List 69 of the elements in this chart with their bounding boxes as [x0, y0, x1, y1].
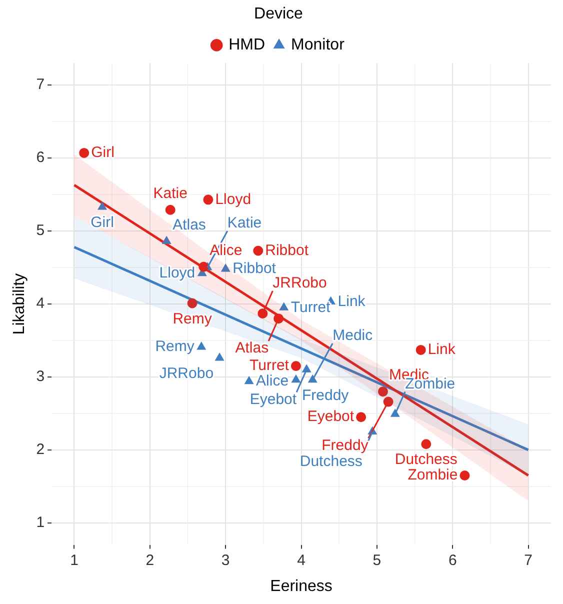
y-axis-title: Likability: [11, 273, 28, 335]
data-label: Ribbot: [265, 242, 310, 259]
y-tick-label: 7: [36, 76, 45, 94]
point: [165, 204, 176, 215]
data-label: Lloyd: [159, 264, 196, 282]
data-label: Atlas: [172, 216, 206, 234]
y-tick-label: 5: [36, 222, 45, 240]
point: [253, 246, 264, 256]
data-label: Katie: [153, 185, 188, 202]
point: [221, 264, 230, 272]
data-label: Lloyd: [215, 190, 252, 208]
data-label: Medic: [332, 327, 374, 344]
legend-title: Device: [254, 5, 304, 22]
data-label: Remy: [155, 338, 195, 356]
data-label: Eyebot: [307, 408, 355, 426]
data-label: Eyebot: [250, 390, 298, 408]
y-tick-label: 3: [36, 368, 45, 386]
x-axis-title: Eeriness: [270, 578, 332, 595]
data-label: Zombie: [408, 466, 458, 484]
point: [279, 302, 288, 310]
legend-label: Monitor: [291, 36, 346, 54]
data-label: Link: [428, 341, 456, 358]
x-tick-label: 3: [221, 552, 230, 569]
data-label: Girl: [91, 144, 114, 162]
point: [196, 342, 206, 350]
point: [98, 202, 107, 210]
point: [187, 298, 198, 308]
point: [203, 194, 214, 205]
point: [198, 262, 209, 272]
y-tick-label: 4: [36, 295, 45, 312]
data-label: Katie: [227, 214, 262, 232]
x-tick-label: 5: [372, 552, 382, 569]
x-tick-label: 6: [448, 552, 457, 569]
data-label: Remy: [172, 310, 212, 328]
point: [292, 374, 300, 383]
point: [162, 236, 171, 244]
point: [460, 470, 470, 480]
data-label: Freddy: [302, 387, 350, 404]
legend-label: HMD: [228, 36, 266, 54]
x-tick-label: 7: [524, 552, 532, 569]
point: [302, 364, 311, 372]
data-label: Atlas: [235, 340, 269, 357]
x-tick-label: 1: [70, 552, 78, 569]
data-label: Ribbot: [232, 260, 277, 278]
data-label: Dutchess: [394, 451, 458, 468]
data-label: Girl: [90, 214, 114, 232]
data-label: JRRobo: [272, 274, 327, 292]
point: [416, 344, 426, 355]
data-label: Dutchess: [300, 452, 362, 470]
data-label: JRRobo: [159, 365, 214, 382]
point: [258, 308, 268, 318]
data-label: Turret: [250, 357, 290, 374]
point: [215, 353, 224, 361]
y-tick-label: 1: [36, 514, 45, 532]
point: [274, 314, 284, 324]
x-tick-label: 4: [297, 552, 306, 569]
point: [356, 412, 366, 422]
point: [79, 148, 90, 158]
point: [378, 386, 388, 397]
data-label: Turret: [290, 298, 332, 316]
y-tick-label: 6: [36, 149, 45, 166]
x-tick-label: 2: [146, 552, 154, 569]
data-label: Alice: [256, 372, 289, 390]
point: [421, 439, 432, 450]
data-label: Link: [338, 292, 366, 310]
point: [390, 409, 400, 417]
y-tick-label: 2: [36, 441, 45, 458]
point: [244, 376, 254, 384]
point: [290, 361, 301, 372]
